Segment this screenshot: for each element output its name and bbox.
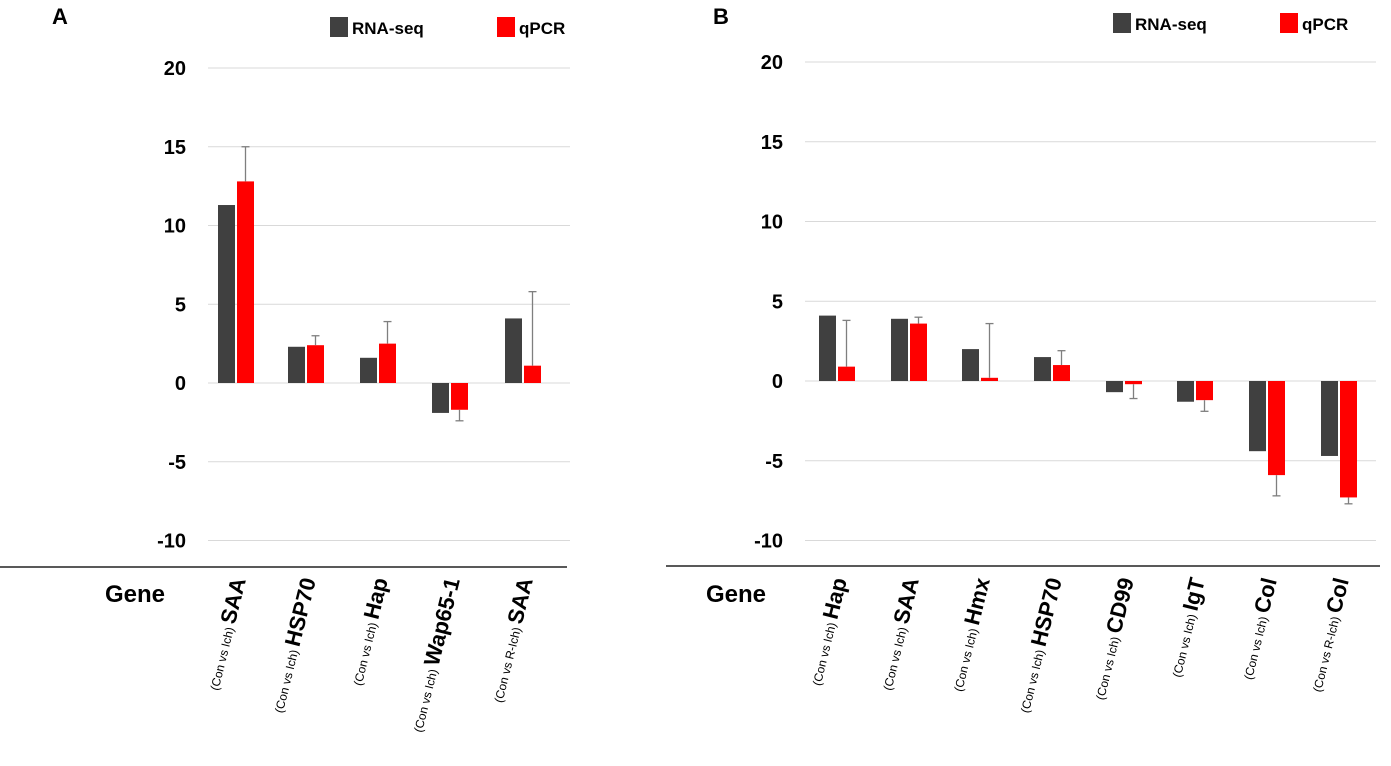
bar-rnaseq [819,315,836,381]
y-tick-label: 15 [761,132,783,154]
legend-swatch-rnaseq [330,17,348,37]
x-tick-gene: IgT [1178,575,1210,614]
bar-qpcr [1196,381,1213,401]
bar-rnaseq [891,318,908,381]
x-tick-label: (Con vs Ich) Wap65-1 [402,575,464,734]
x-tick-label: (Con vs Ich) Hap [801,575,852,687]
y-tick-label: 20 [761,52,783,74]
y-tick-label: -5 [168,452,186,474]
x-tick-comparison: (Con vs Ich) [351,618,381,687]
chart-panel-b: B 20 15 10 5 0 -5 -10 Gene RNA-seq qPCR (Con vs Ich… [666,4,1380,715]
x-tick-label: (Con vs Ich) Hmx [943,574,995,693]
bar-qpcr [1340,381,1357,498]
x-tick-label: (Con vs R-Ich) Col [1301,575,1353,694]
x-tick-gene: Hap [359,575,393,621]
bar-qpcr [379,343,396,383]
bar-qpcr [1053,365,1070,381]
bar-qpcr [451,383,468,410]
bar-rnaseq [1321,381,1338,456]
x-tick-comparison: (Con vs Ich) [881,622,911,691]
bar-qpcr [307,345,324,383]
y-tick-label: -10 [157,531,186,553]
legend-label-rnaseq: RNA-seq [1135,15,1207,34]
y-tick-label: -10 [754,531,783,553]
x-tick-gene: HSP70 [1026,575,1067,649]
x-tick-comparison: (Con vs Ich) [951,624,981,693]
x-tick-label: (Con vs Ich) SAA [872,575,924,692]
bar-rnaseq [288,346,305,383]
x-tick-comparison: (Con vs R-Ich) [1310,612,1343,694]
y-tick-label: 10 [164,216,186,238]
legend-swatch-qpcr [497,17,515,37]
bar-rnaseq [1249,381,1266,452]
x-tick-gene: Hmx [959,574,995,627]
x-axis-label: Gene [706,581,766,608]
x-tick-comparison: (Con vs Ich) [810,618,840,687]
legend-swatch-rnaseq [1113,13,1131,33]
panel-letter: A [52,4,68,29]
bar-rnaseq [1177,381,1194,402]
x-tick-comparison: (Con vs Ich) [411,664,441,733]
x-axis-label: Gene [105,581,165,608]
bar-rnaseq [962,349,979,381]
x-tick-gene: SAA [888,575,924,626]
bar-rnaseq [505,318,522,383]
x-tick-gene: Col [1321,575,1354,615]
x-tick-comparison: (Con vs Ich) [272,645,302,714]
bar-qpcr [981,377,998,381]
x-tick-label: (Con vs Ich) IgT [1161,575,1210,680]
bar-qpcr [1125,381,1142,385]
bar-qpcr [524,365,541,383]
y-tick-label: -5 [765,451,783,473]
x-tick-gene: Wap65-1 [419,575,465,668]
x-tick-comparison: (Con vs Ich) [1018,645,1048,714]
x-tick-gene: HSP70 [280,575,321,649]
x-tick-comparison: (Con vs Ich) [208,622,238,691]
x-tick-gene: Col [1249,575,1282,615]
y-tick-label: 5 [772,291,783,313]
y-tick-label: 15 [164,137,186,159]
x-tick-gene: SAA [502,575,538,626]
bar-qpcr [237,181,254,383]
legend-label-qpcr: qPCR [519,19,565,38]
y-tick-label: 0 [772,371,783,393]
x-tick-label: (Con vs Ich) SAA [199,575,251,692]
x-tick-comparison: (Con vs Ich) [1093,632,1123,701]
bar-rnaseq [432,383,449,413]
x-tick-gene: Hap [818,575,852,621]
chart-panel-a: A 20 15 10 5 0 -5 -10 Gene RNA-seq qPCR (Con vs Ich… [0,4,570,734]
x-tick-label: (Con vs R-Ich) SAA [483,575,538,705]
legend-label-qpcr: qPCR [1302,15,1348,34]
bar-qpcr [838,366,855,381]
panel-letter: B [713,4,729,29]
bar-qpcr [1268,381,1285,476]
x-tick-label: (Con vs Ich) CD99 [1085,575,1139,702]
bar-rnaseq [1106,381,1123,393]
x-tick-label: (Con vs Ich) Hap [342,575,393,687]
x-tick-label: (Con vs Ich) HSP70 [263,575,321,715]
x-tick-comparison: (Con vs R-Ich) [492,622,525,704]
x-tick-label: (Con vs Ich) Col [1233,575,1282,681]
legend-label-rnaseq: RNA-seq [352,19,424,38]
y-tick-label: 0 [175,373,186,395]
y-tick-label: 10 [761,212,783,234]
legend-swatch-qpcr [1280,13,1298,33]
x-tick-label: (Con vs Ich) HSP70 [1009,575,1067,715]
y-tick-label: 5 [175,294,186,316]
bar-rnaseq [360,357,377,383]
x-tick-gene: CD99 [1101,575,1139,636]
x-tick-gene: SAA [215,575,251,626]
x-tick-comparison: (Con vs Ich) [1170,609,1200,678]
bar-rnaseq [1034,357,1051,381]
bar-qpcr [910,323,927,381]
bar-rnaseq [218,205,235,383]
x-tick-comparison: (Con vs Ich) [1241,612,1271,681]
y-tick-label: 20 [164,58,186,80]
